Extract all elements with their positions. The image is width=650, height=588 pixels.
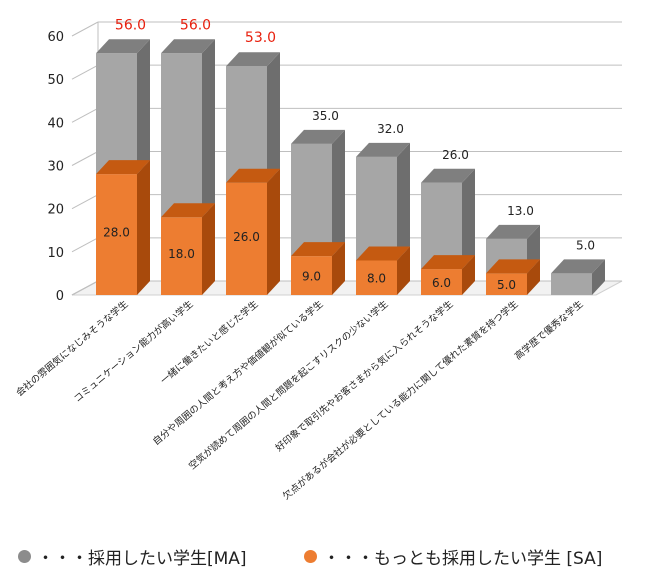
y-tick-label: 20	[47, 203, 64, 218]
bar-gray-front	[291, 143, 332, 257]
bar-gray-top	[421, 168, 475, 183]
y-tick-label: 10	[47, 246, 64, 261]
gridline-diagonal	[71, 64, 99, 80]
bar-orange-front	[486, 273, 527, 295]
bar-orange-side	[267, 168, 280, 295]
bar-gray-side	[332, 129, 345, 257]
legend-dot-ma	[18, 550, 31, 563]
total-label: 35.0	[312, 109, 339, 123]
bar-orange-side	[527, 259, 540, 295]
bar-gray-side	[462, 168, 475, 270]
inner-label: 8.0	[367, 272, 386, 286]
bar-orange-top	[356, 246, 410, 261]
gridline-diagonal	[71, 194, 99, 210]
inner-label: 28.0	[103, 226, 130, 240]
legend-dot-sa	[304, 550, 317, 563]
total-label: 26.0	[442, 148, 469, 162]
bar-orange-top	[421, 255, 475, 270]
bar-orange-front	[161, 217, 202, 295]
gridline-diagonal	[71, 21, 99, 37]
bar-gray-front	[226, 66, 267, 183]
gridline-diagonal	[71, 237, 99, 253]
bar-gray-front	[421, 182, 462, 270]
bar-gray-front	[356, 156, 397, 261]
floor	[71, 280, 623, 296]
category-label: 高学歴で優秀な学生	[512, 298, 586, 362]
y-tick-label: 0	[56, 289, 64, 304]
total-label: 56.0	[115, 17, 146, 33]
bar-gray-side	[397, 142, 410, 261]
bar-orange-top	[96, 160, 150, 175]
bar-orange-front	[226, 182, 267, 295]
legend-item-ma: ・・・採用したい学生[MA]	[18, 544, 247, 569]
legend: ・・・採用したい学生[MA] ・・・もっとも採用したい学生 [SA]	[18, 544, 638, 576]
inner-label: 18.0	[168, 247, 195, 261]
legend-item-sa: ・・・もっとも採用したい学生 [SA]	[304, 544, 602, 569]
inner-label: 9.0	[302, 270, 321, 284]
total-label: 5.0	[576, 238, 595, 252]
chart-svg: 0 10 20 30 40 50 60 56.0 28.0 会社の雰囲気になじみそうな学生 56.0…	[14, 17, 623, 503]
bar-gray-top	[551, 259, 605, 274]
y-tick-label: 30	[47, 160, 64, 175]
bar-orange-side	[397, 246, 410, 295]
gridline-diagonal	[71, 151, 99, 166]
bar-gray-side	[267, 52, 280, 183]
bar-orange-front	[356, 260, 397, 295]
bar-orange-top	[161, 203, 215, 218]
total-label: 56.0	[180, 17, 211, 33]
gridline-diagonal	[71, 280, 99, 296]
bar-orange-side	[137, 160, 150, 295]
bar-gray-top	[486, 224, 540, 239]
bar-orange-top	[291, 242, 345, 257]
bar-orange-side	[202, 203, 215, 295]
y-tick-label: 50	[47, 73, 64, 88]
inner-label: 26.0	[233, 230, 260, 244]
bar-orange-side	[332, 242, 345, 295]
bar-gray-top	[96, 39, 150, 54]
bar-gray-top	[291, 129, 345, 144]
total-label: 13.0	[507, 204, 534, 218]
category-label: 会社の雰囲気になじみそうな学生	[14, 298, 131, 399]
bar-gray-front	[161, 53, 202, 218]
bar-gray-side	[137, 39, 150, 175]
category-label: 欠点があるが会社が必要としている能力に関して優れた素質を持つ学生	[280, 298, 521, 503]
bar-orange-front	[291, 256, 332, 295]
legend-label-ma: ・・・採用したい学生[MA]	[37, 549, 247, 569]
bar-gray-side	[202, 39, 215, 218]
bar-gray-top	[161, 39, 215, 54]
bar-orange-top	[226, 168, 280, 183]
inner-label: 5.0	[497, 278, 516, 292]
bar-gray-front	[551, 273, 592, 295]
legend-label-sa: ・・・もっとも採用したい学生 [SA]	[323, 549, 603, 569]
bar-gray-top	[226, 52, 280, 67]
y-tick-label: 60	[47, 30, 64, 45]
bar-gray-front	[96, 53, 137, 175]
inner-label: 6.0	[432, 276, 451, 290]
y-tick-label: 40	[47, 116, 64, 131]
bar-orange-front	[421, 269, 462, 295]
bar-orange-side	[462, 255, 475, 295]
bar-gray-top	[356, 142, 410, 157]
bar-gray-side	[592, 259, 605, 295]
total-label: 53.0	[245, 30, 276, 46]
bar-orange-top	[486, 259, 540, 274]
total-label: 32.0	[377, 122, 404, 136]
gridline-diagonal	[71, 107, 99, 123]
bar-orange-front	[96, 174, 137, 295]
category-label: コミュニケーション能力が高い学生	[71, 298, 195, 405]
